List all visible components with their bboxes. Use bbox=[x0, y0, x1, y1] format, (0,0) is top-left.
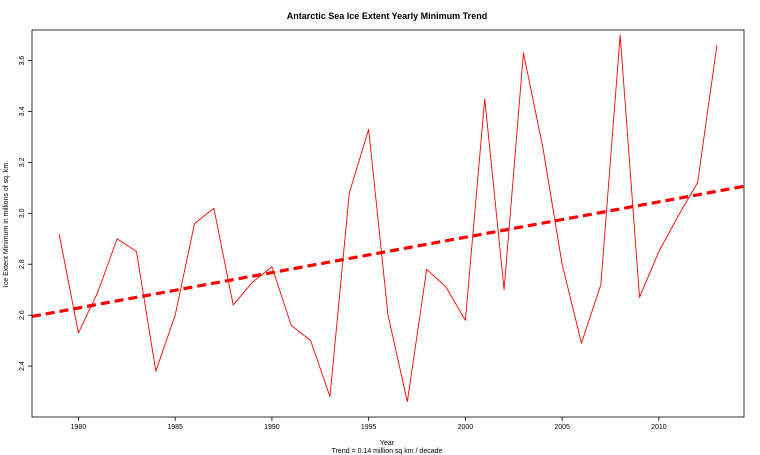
data-point bbox=[562, 264, 563, 265]
x-tick-label: 1995 bbox=[361, 424, 377, 431]
data-point bbox=[349, 192, 350, 193]
data-point bbox=[58, 233, 59, 234]
data-point bbox=[117, 238, 118, 239]
trend-caption: Trend = 0.14 million sq km / decade bbox=[332, 448, 443, 455]
x-tick-label: 1985 bbox=[167, 424, 183, 431]
data-point bbox=[194, 223, 195, 224]
data-point bbox=[97, 292, 98, 293]
data-point bbox=[465, 320, 466, 321]
y-axis-label: Ice Extent Minimum in millions of sq. km… bbox=[3, 161, 10, 287]
data-point bbox=[407, 401, 408, 402]
data-point bbox=[639, 297, 640, 298]
data-point bbox=[658, 251, 659, 252]
y-tick-label: 2.6 bbox=[19, 310, 26, 320]
plot-frame bbox=[31, 29, 745, 418]
data-point bbox=[697, 182, 698, 183]
data-point bbox=[426, 269, 427, 270]
data-point bbox=[136, 251, 137, 252]
x-tick-label: 2010 bbox=[651, 424, 667, 431]
data-point bbox=[523, 52, 524, 53]
y-tick-label: 2.8 bbox=[19, 259, 26, 269]
x-tick-label: 1990 bbox=[264, 424, 280, 431]
data-point bbox=[252, 281, 253, 282]
data-point bbox=[310, 340, 311, 341]
data-point bbox=[678, 215, 679, 216]
x-axis-label: Year bbox=[380, 440, 395, 447]
data-point bbox=[175, 315, 176, 316]
chart-title: Antarctic Sea Ice Extent Yearly Minimum … bbox=[287, 11, 487, 21]
data-point bbox=[716, 45, 717, 46]
y-tick-label: 3.4 bbox=[19, 107, 26, 117]
data-point bbox=[291, 325, 292, 326]
data-point bbox=[484, 98, 485, 99]
x-axis: 1980 1985 1990 1995 2000 2005 2010 bbox=[71, 417, 667, 431]
y-tick-label: 3.6 bbox=[19, 56, 26, 66]
data-point bbox=[329, 396, 330, 397]
x-tick-label: 1980 bbox=[71, 424, 87, 431]
ice-extent-line bbox=[58, 34, 718, 403]
data-point bbox=[387, 315, 388, 316]
data-point bbox=[213, 208, 214, 209]
data-point bbox=[78, 332, 79, 333]
data-point bbox=[155, 371, 156, 372]
y-tick-label: 2.4 bbox=[19, 361, 26, 371]
y-tick-label: 3.2 bbox=[19, 157, 26, 167]
data-point bbox=[271, 266, 272, 267]
data-point bbox=[542, 147, 543, 148]
data-point bbox=[233, 304, 234, 305]
series-layer bbox=[31, 34, 745, 403]
y-axis: 2.4 2.6 2.8 3.0 3.2 3.4 3.6 bbox=[19, 56, 32, 371]
plot-area bbox=[31, 29, 745, 418]
trend-line bbox=[31, 184, 745, 319]
data-point bbox=[503, 289, 504, 290]
data-point bbox=[581, 343, 582, 344]
x-tick-label: 2000 bbox=[458, 424, 474, 431]
y-tick-label: 3.0 bbox=[19, 208, 26, 218]
data-point bbox=[368, 129, 369, 130]
x-tick-label: 2005 bbox=[554, 424, 570, 431]
data-point bbox=[445, 287, 446, 288]
data-point bbox=[600, 284, 601, 285]
data-point bbox=[620, 34, 621, 35]
